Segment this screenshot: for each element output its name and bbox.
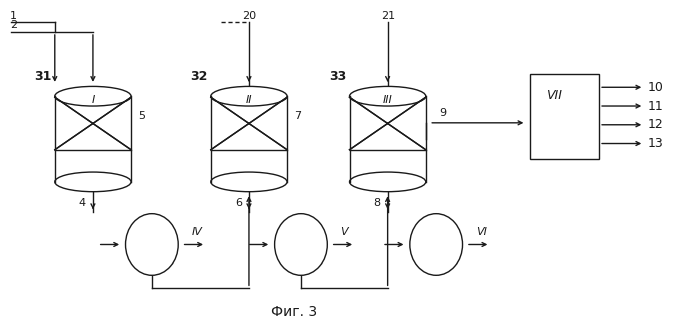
Text: III: III <box>383 95 393 105</box>
Text: 21: 21 <box>381 11 395 20</box>
Text: 33: 33 <box>329 70 346 83</box>
Text: 5: 5 <box>138 111 145 121</box>
Text: Фиг. 3: Фиг. 3 <box>271 305 317 319</box>
Text: 13: 13 <box>648 137 663 150</box>
Text: VI: VI <box>476 227 487 237</box>
Text: 7: 7 <box>294 111 301 121</box>
Ellipse shape <box>126 214 178 275</box>
Text: 11: 11 <box>648 100 663 113</box>
Ellipse shape <box>410 214 463 275</box>
Text: VII: VII <box>546 89 562 102</box>
Text: 32: 32 <box>190 70 208 83</box>
Text: 10: 10 <box>648 81 663 94</box>
Text: 20: 20 <box>242 11 256 20</box>
Text: 2: 2 <box>10 20 17 30</box>
Bar <box>530 74 599 158</box>
Text: 6: 6 <box>235 198 242 208</box>
Ellipse shape <box>275 214 327 275</box>
Text: 8: 8 <box>373 198 381 208</box>
Text: 4: 4 <box>79 198 86 208</box>
Text: 9: 9 <box>440 108 447 118</box>
Text: V: V <box>340 227 348 237</box>
Text: 1: 1 <box>10 11 17 20</box>
Text: I: I <box>92 95 94 105</box>
Text: IV: IV <box>192 227 202 237</box>
Text: 31: 31 <box>34 70 51 83</box>
Text: 12: 12 <box>648 118 663 131</box>
Text: II: II <box>246 95 252 105</box>
